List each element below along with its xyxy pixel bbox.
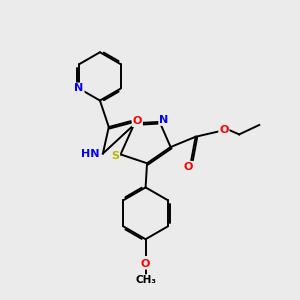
Text: O: O <box>219 125 229 135</box>
Text: N: N <box>159 115 169 125</box>
Text: O: O <box>141 259 150 269</box>
Text: CH₃: CH₃ <box>135 275 156 285</box>
Text: HN: HN <box>81 148 100 158</box>
Text: O: O <box>133 116 142 126</box>
Text: S: S <box>111 151 119 161</box>
Text: O: O <box>184 162 193 172</box>
Text: N: N <box>74 83 84 94</box>
